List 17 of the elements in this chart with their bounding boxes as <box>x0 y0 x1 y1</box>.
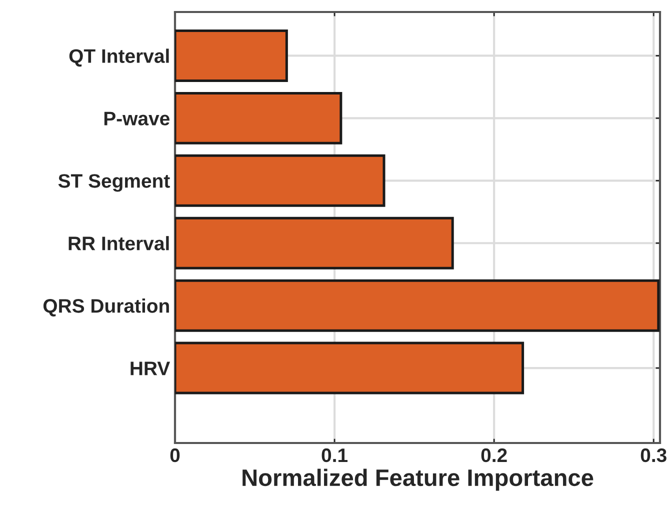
x-tick-label: 0 <box>170 448 180 462</box>
bar <box>175 216 454 270</box>
x-tick-label: 0.2 <box>481 448 507 462</box>
bar <box>175 279 660 332</box>
y-tick-label: P-wave <box>104 112 170 126</box>
bar <box>175 29 288 82</box>
y-tick-label: QRS Duration <box>43 298 169 316</box>
y-tick-label: HRV <box>130 362 170 376</box>
x-tick-label: 0.3 <box>640 448 666 462</box>
x-axis-title: Normalized Feature Importance <box>242 468 594 491</box>
y-tick-label: QT Interval <box>69 48 169 67</box>
y-tick-label: ST Segment <box>58 174 170 192</box>
x-tick-label: 0.1 <box>322 448 348 462</box>
bar <box>175 154 386 207</box>
y-tick-label: RR Interval <box>68 236 169 250</box>
bar <box>175 92 342 144</box>
bar <box>175 342 524 394</box>
